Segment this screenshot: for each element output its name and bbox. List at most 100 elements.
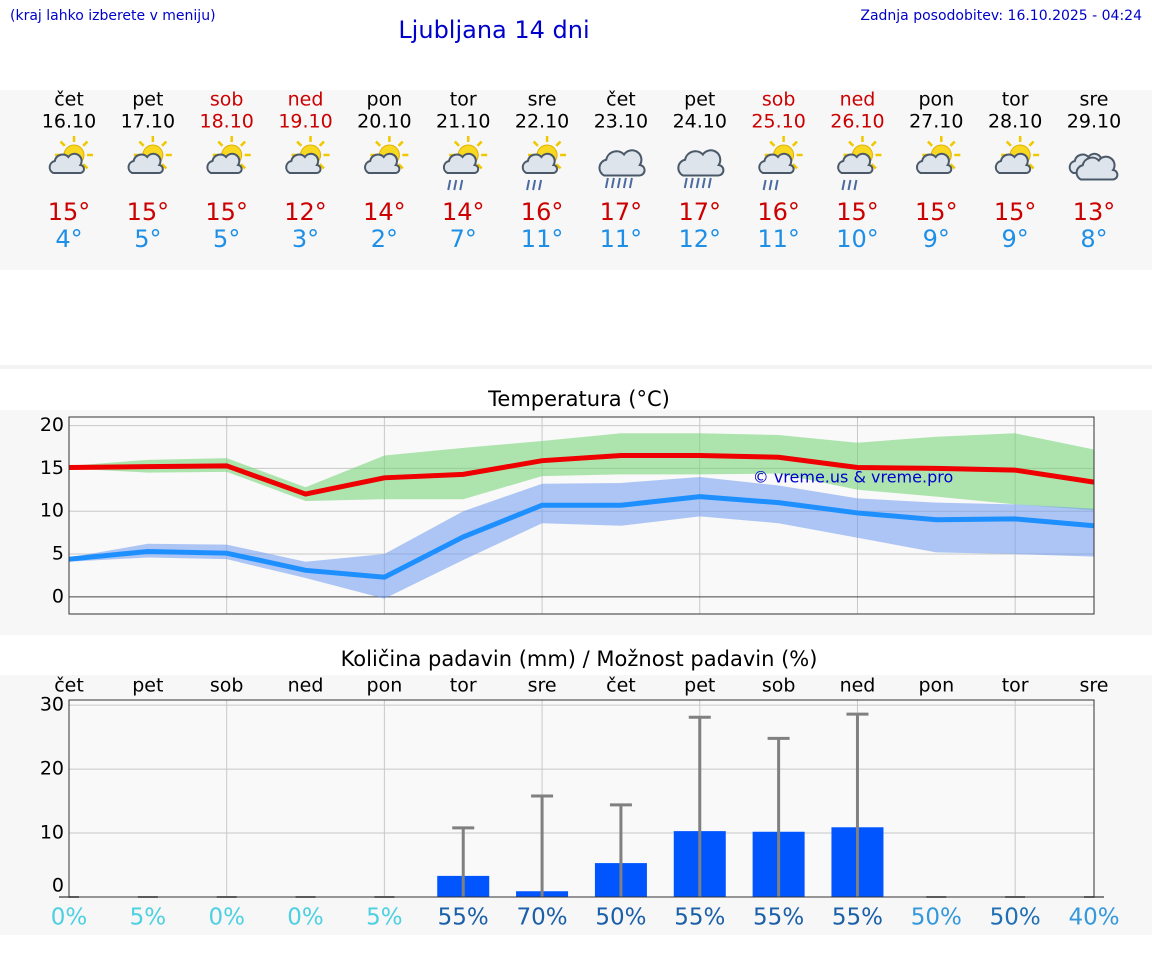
probability: 50% — [595, 905, 646, 931]
probability: 50% — [911, 905, 962, 931]
day-date: 20.10 — [357, 111, 411, 133]
y-tick-label: 30 — [40, 694, 64, 716]
cloud — [48, 152, 85, 174]
sun-ray — [82, 140, 89, 147]
rain-drop — [695, 177, 700, 189]
day-name: sob — [210, 675, 244, 697]
cloud — [677, 149, 725, 177]
sun-ray — [161, 140, 168, 147]
day-name: pon — [367, 89, 403, 111]
rain-drop — [768, 179, 773, 191]
rain-drop — [762, 179, 767, 191]
day-date: 29.10 — [1067, 111, 1121, 133]
y-tick-label: 20 — [40, 758, 64, 780]
high-temp: 17° — [600, 198, 643, 226]
plot-frame — [68, 699, 1095, 898]
cloud — [364, 152, 401, 174]
day-name: čet — [54, 89, 84, 111]
chart-title: Količina padavin (mm) / Možnost padavin … — [341, 647, 818, 671]
y-tick-label: 0 — [52, 585, 64, 607]
sun-ray — [59, 140, 66, 147]
error-bar — [688, 715, 711, 897]
band — [69, 476, 1094, 599]
sun-ray — [1028, 140, 1035, 147]
probability: 5% — [130, 905, 167, 931]
sun-ray — [926, 140, 933, 147]
sun-ray — [791, 140, 798, 147]
low-temp: 7° — [450, 225, 477, 253]
weather-icon — [677, 149, 725, 189]
low-temp: 4° — [55, 225, 82, 253]
line — [68, 494, 1095, 580]
probability: 5% — [366, 905, 403, 931]
rain-drop — [532, 179, 537, 191]
error-bar — [767, 736, 790, 897]
probability: 55% — [832, 905, 883, 931]
probability: 55% — [753, 905, 804, 931]
day-date: 22.10 — [515, 111, 569, 133]
low-temp: 10° — [836, 225, 879, 253]
y-tick-label: 5 — [52, 543, 64, 565]
day-name: tor — [450, 89, 477, 111]
rain-drop — [701, 177, 706, 189]
day-name: tor — [1002, 675, 1029, 697]
day-date: 26.10 — [830, 111, 884, 133]
weather-icon — [598, 149, 646, 189]
cloud — [994, 152, 1032, 174]
sun-ray — [217, 140, 224, 147]
y-tick-label: 15 — [40, 457, 64, 479]
probability: 50% — [990, 905, 1041, 931]
sun-ray — [397, 140, 404, 147]
day-date: 27.10 — [909, 111, 963, 133]
sun-ray — [82, 163, 89, 170]
y-tick-label: 10 — [40, 822, 64, 844]
rain-drop — [616, 177, 621, 189]
cloud — [758, 152, 795, 174]
low-temp: 11° — [521, 225, 564, 253]
sun-ray — [870, 140, 877, 147]
plot-area — [69, 700, 1094, 897]
sun-ray — [453, 140, 460, 147]
high-temp: 17° — [678, 198, 721, 226]
rain-drop — [628, 177, 633, 189]
probability: 55% — [438, 905, 489, 931]
sun-ray — [318, 163, 325, 170]
day-date: 18.10 — [199, 111, 253, 133]
plot-frame — [68, 416, 1095, 615]
weather-icon — [442, 136, 488, 191]
rain-drop — [853, 179, 858, 191]
day-name: pet — [684, 675, 715, 697]
day-name: pon — [918, 675, 954, 697]
rain-drop — [774, 179, 779, 191]
sun-ray — [240, 163, 247, 170]
low-temp: 5° — [134, 225, 161, 253]
low-temp: 11° — [757, 225, 800, 253]
weather-icon — [206, 136, 251, 174]
sun-ray — [791, 163, 798, 170]
weather-icon — [758, 136, 803, 191]
weather-icon — [48, 136, 93, 174]
probability: 70% — [517, 905, 568, 931]
probability: 0% — [287, 905, 324, 931]
weather-icon — [994, 136, 1040, 174]
probability: 55% — [674, 905, 725, 931]
high-temp: 12° — [284, 198, 327, 226]
sun-ray — [318, 140, 325, 147]
sun-ray — [375, 140, 382, 147]
cloud — [1075, 155, 1119, 181]
rain-drop — [526, 179, 531, 191]
day-name: pon — [918, 89, 954, 111]
day-name: sre — [528, 675, 557, 697]
sun-ray — [1005, 140, 1012, 147]
weather-icon — [837, 136, 882, 191]
low-temp: 3° — [292, 225, 319, 253]
sun-ray — [870, 163, 877, 170]
rain-drop — [847, 179, 852, 191]
low-temp: 11° — [600, 225, 643, 253]
day-name: ned — [840, 675, 876, 697]
day-name: sre — [1080, 89, 1109, 111]
cloud — [521, 152, 559, 174]
high-temp: 13° — [1073, 198, 1116, 226]
error-bar — [609, 803, 632, 897]
